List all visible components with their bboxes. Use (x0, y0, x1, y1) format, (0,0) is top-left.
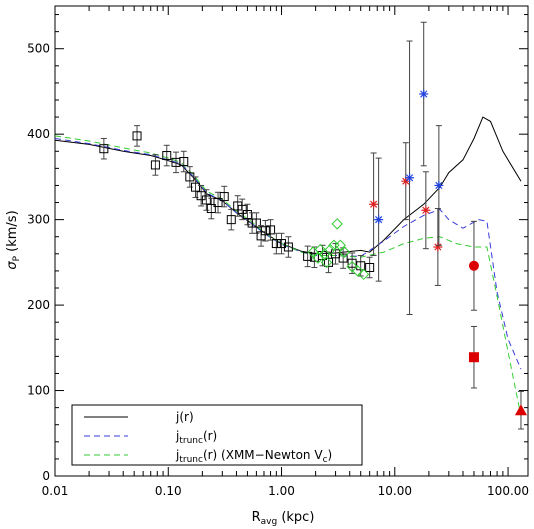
triangle-point (514, 404, 527, 416)
square-point (206, 204, 216, 214)
diamond-point (338, 246, 351, 258)
legend: j(r) jtrunc(r) jtrunc(r) (XMM−Newton Vc) (71, 404, 363, 466)
data-points (99, 21, 527, 430)
x-tick-label: 10.00 (378, 484, 412, 498)
square-point (365, 262, 375, 272)
x-tick-label: 0.10 (155, 484, 182, 498)
legend-text-jtrunc: jtrunc(r) (175, 429, 217, 446)
diamond-point (328, 239, 340, 251)
diamond-point (324, 243, 337, 256)
x-tick-label: 100.00 (487, 484, 529, 498)
axes: 0.01 0.10 1.00 10.00 100.00 0 100 200 300 400 500 (27, 6, 529, 498)
y-tick-label: 200 (27, 298, 50, 312)
square-point (303, 251, 313, 261)
square-point (271, 239, 281, 249)
square-point (260, 226, 270, 236)
diamond-point (357, 268, 370, 281)
asterisk-point (369, 199, 379, 209)
asterisk-point (405, 173, 415, 183)
square-point (179, 157, 189, 167)
square-point (132, 131, 142, 141)
square-point (283, 242, 293, 252)
asterisk-point (401, 176, 411, 186)
plot-frame (54, 5, 529, 477)
asterisk-point (419, 89, 429, 99)
x-tick-label: 0.01 (42, 484, 69, 498)
x-axis-label: Ravg (kpc) (252, 510, 315, 527)
square-point (347, 258, 357, 268)
square-point (99, 144, 109, 154)
square-point (242, 210, 252, 220)
square-point (251, 218, 261, 228)
model-lines (54, 116, 522, 417)
square-point (237, 204, 247, 214)
circle-point (468, 260, 479, 271)
square-point (213, 198, 223, 208)
legend-text-jr: j(r) (175, 410, 194, 424)
square-point (338, 253, 348, 263)
square-point (201, 195, 211, 205)
diamond-point (346, 260, 358, 273)
square-point (191, 182, 201, 192)
asterisk-point (374, 215, 384, 225)
y-axis-label: σP (km/s) (5, 210, 22, 269)
square-point (233, 201, 243, 211)
diamond-point (334, 239, 346, 251)
diamond-point (312, 252, 324, 264)
square-point (277, 239, 287, 249)
asterisk-point (433, 242, 443, 252)
legend-text-jtrunc-xmm: jtrunc(r) (XMM−Newton Vc) (175, 448, 332, 465)
square-point (162, 151, 172, 161)
asterisk-point (421, 205, 431, 215)
y-tick-label: 0 (42, 469, 50, 483)
y-tick-label: 400 (27, 127, 50, 141)
diamond-point (320, 256, 333, 269)
square-point (150, 160, 160, 170)
square-point (324, 257, 334, 267)
line-jtrunc-green (54, 135, 522, 417)
square-point (219, 192, 229, 202)
line-jtrunc-blue (54, 138, 522, 370)
square-point (226, 215, 236, 225)
line-j(r) (54, 116, 522, 255)
filled-square-point (468, 352, 479, 363)
legend-box (71, 404, 363, 466)
y-tick-label: 100 (27, 384, 50, 398)
y-tick-label: 300 (27, 213, 50, 227)
diamond-point (331, 218, 343, 230)
asterisk-point (434, 180, 444, 190)
square-point (266, 225, 276, 235)
y-tick-label: 500 (27, 42, 50, 56)
diamond-point (351, 265, 364, 277)
x-tick-label: 1.00 (268, 484, 295, 498)
